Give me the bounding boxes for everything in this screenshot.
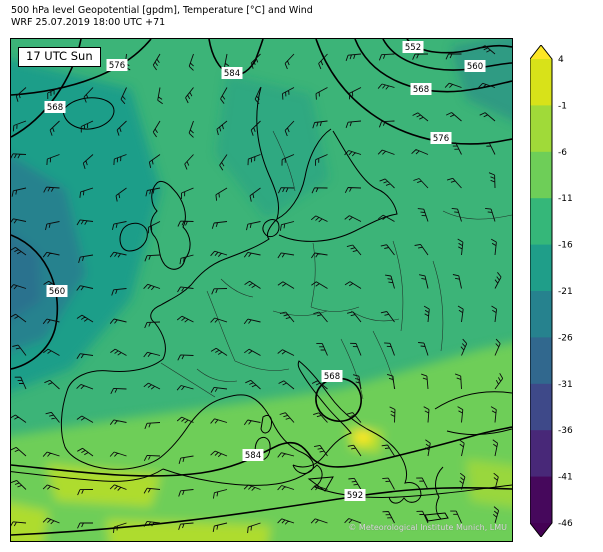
colorbar-tick-label: -26: [558, 333, 573, 343]
contour-label-box: [221, 67, 243, 79]
colorbar-tick-label: -6: [558, 148, 567, 158]
colorbar-band: [530, 476, 552, 524]
colorbar-tick-label: -21: [558, 287, 573, 297]
contour-label: 552: [405, 43, 421, 53]
map-svg: 576 568 560 584 584 568 592 552 560 568 576: [11, 39, 512, 541]
colorbar-tick-label: 4: [558, 55, 564, 65]
colorbar-band: [530, 151, 552, 199]
contour-label-box: [344, 489, 366, 501]
colorbar-tick-label: -1: [558, 101, 567, 111]
colorbar-band: [530, 383, 552, 431]
contour-label-box: [410, 83, 432, 95]
contour-label-box: [106, 59, 128, 71]
contour-label-box: [402, 41, 424, 53]
colorbar-tick-label: -41: [558, 473, 573, 483]
contour-label: 576: [433, 134, 449, 144]
country-borders-layer: [160, 130, 512, 400]
colorbar-svg: 4 -1 -6 -11 -16 -21 -26 -31 -36 -41 -46: [529, 44, 573, 538]
colorbar-tick-label: -11: [558, 194, 573, 204]
contour-label-box: [430, 132, 452, 144]
contour-label-box: [242, 449, 264, 461]
colorbar-tick-label: -46: [558, 519, 573, 529]
watermark-credit: © Meteorological Institute Munich, LMU: [348, 523, 507, 532]
map-canvas: 576 568 560 584 584 568 592 552 560 568 576 17 UTC…: [10, 38, 513, 542]
colorbar-tick-label: -31: [558, 380, 573, 390]
valid-time-label: 17 UTC Sun: [18, 47, 101, 67]
contour-label: 584: [245, 451, 261, 461]
colorbar-tick-label: -16: [558, 241, 573, 251]
contour-label: 576: [109, 61, 125, 71]
colorbar-band: [530, 59, 552, 106]
colorbar-band: [530, 198, 552, 245]
contour-label: 560: [467, 62, 483, 72]
colorbar-band: [530, 430, 552, 477]
contour-label: 568: [324, 372, 340, 382]
contour-label-box: [464, 60, 486, 72]
wind-barbs: [11, 45, 504, 534]
colorbar-band: [530, 105, 552, 153]
contour-labels-layer: 576 568 560 584 584 568 592 552 560 568 576: [44, 41, 486, 501]
contour-label-box: [46, 285, 68, 297]
chart-title: 500 hPa level Geopotential [gpdm], Tempe…: [11, 5, 313, 16]
contour-label: 592: [347, 491, 363, 501]
contour-label-box: [321, 370, 343, 382]
temperature-colorbar: 4 -1 -6 -11 -16 -21 -26 -31 -36 -41 -46: [529, 44, 592, 541]
contour-label: 560: [49, 287, 65, 297]
geopotential-contours-layer: [11, 39, 512, 536]
contour-label: 584: [224, 69, 240, 79]
contour-label-box: [44, 101, 66, 113]
colorbar-under-arrow: [530, 523, 552, 537]
contour-label: 568: [413, 85, 429, 95]
temperature-shading-layer: [11, 39, 512, 541]
colorbar-over-arrow: [530, 45, 552, 59]
wind-barbs-layer: [11, 45, 504, 534]
colorbar-tick-label: -36: [558, 426, 573, 436]
chart-subtitle: WRF 25.07.2019 18:00 UTC +71: [11, 17, 166, 28]
colorbar-band: [530, 244, 552, 292]
contour-label: 568: [47, 103, 63, 113]
colorbar-band: [530, 291, 552, 338]
colorbar-band: [530, 337, 552, 385]
coastlines-layer: [11, 86, 512, 522]
